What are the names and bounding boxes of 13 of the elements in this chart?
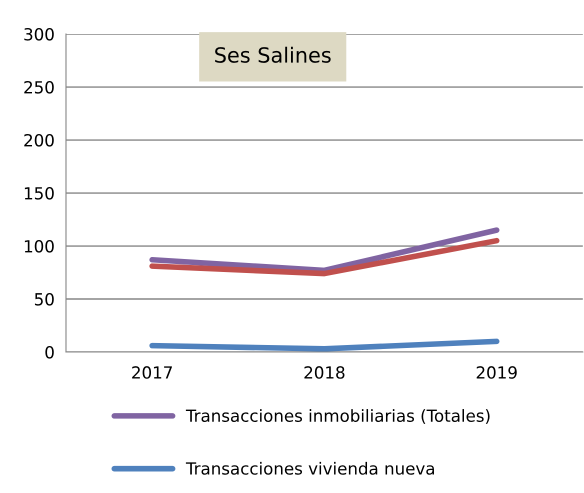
y-tick-label: 250 bbox=[24, 80, 54, 94]
chart-title: Ses Salines bbox=[215, 46, 331, 63]
y-tick-label: 100 bbox=[24, 240, 54, 253]
legend-label: Transacciones vivienda nueva bbox=[186, 462, 434, 475]
legend-label: Transacciones inmobiliarias (Totales) bbox=[186, 409, 490, 424]
y-tick-label: 50 bbox=[34, 292, 54, 306]
y-tick-label: 300 bbox=[24, 28, 54, 41]
y-tick-label: 0 bbox=[45, 346, 54, 359]
x-tick-label: 2017 bbox=[132, 366, 172, 379]
x-tick-label: 2019 bbox=[476, 366, 517, 379]
x-tick-label: 2018 bbox=[304, 366, 344, 379]
y-tick-label: 200 bbox=[24, 134, 54, 147]
y-tick-label: 150 bbox=[24, 186, 54, 200]
